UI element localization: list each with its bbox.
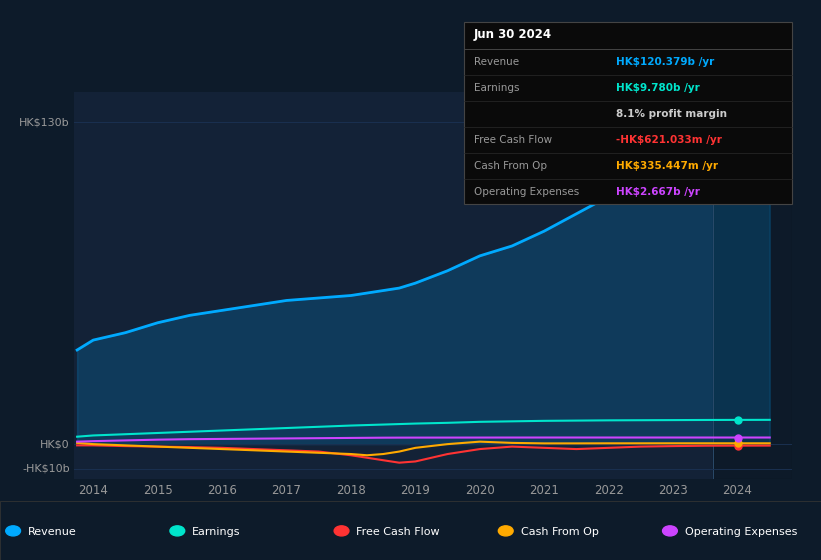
Text: Earnings: Earnings [192,528,241,538]
Text: Cash From Op: Cash From Op [474,161,547,171]
Text: Revenue: Revenue [28,528,76,538]
Bar [713,92,792,479]
Text: 8.1% profit margin: 8.1% profit margin [616,109,727,119]
Text: HK$2.667b /yr: HK$2.667b /yr [616,186,699,197]
Text: -HK$621.033m /yr: -HK$621.033m /yr [616,135,722,145]
Text: Earnings: Earnings [474,83,519,93]
Text: Revenue: Revenue [474,57,519,67]
Text: Jun 30 2024: Jun 30 2024 [474,28,552,41]
Text: Free Cash Flow: Free Cash Flow [474,135,552,145]
Text: HK$130b: HK$130b [19,117,70,127]
Text: HK$9.780b /yr: HK$9.780b /yr [616,83,699,93]
Text: HK$335.447m /yr: HK$335.447m /yr [616,161,718,171]
Text: HK$120.379b /yr: HK$120.379b /yr [616,57,714,67]
Text: Free Cash Flow: Free Cash Flow [356,528,440,538]
Text: -HK$10b: -HK$10b [22,464,70,474]
Text: Operating Expenses: Operating Expenses [685,528,797,538]
Text: Cash From Op: Cash From Op [521,528,599,538]
Text: Operating Expenses: Operating Expenses [474,186,579,197]
Text: HK$0: HK$0 [40,439,70,449]
